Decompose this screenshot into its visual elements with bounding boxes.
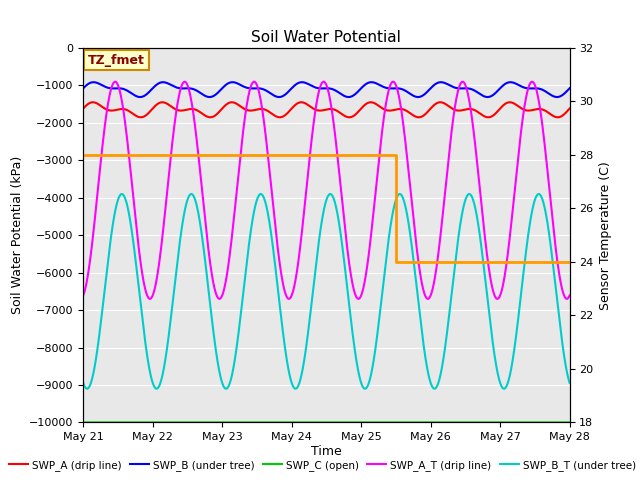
Y-axis label: Sensor Temperature (C): Sensor Temperature (C) (599, 161, 612, 310)
Title: Soil Water Potential: Soil Water Potential (252, 30, 401, 46)
X-axis label: Time: Time (311, 445, 342, 458)
Text: TZ_fmet: TZ_fmet (88, 54, 145, 67)
Y-axis label: Soil Water Potential (kPa): Soil Water Potential (kPa) (10, 156, 24, 314)
Legend: SWP_A (drip line), SWP_B (under tree), SWP_C (open), SWP_A_T (drip line), SWP_B_: SWP_A (drip line), SWP_B (under tree), S… (5, 456, 640, 475)
